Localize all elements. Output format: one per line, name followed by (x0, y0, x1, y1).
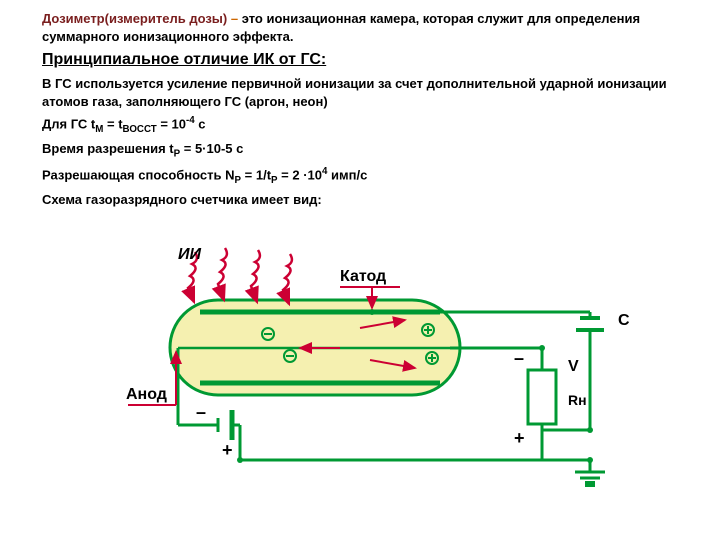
label-anode: Анод (126, 386, 167, 404)
heading-difference: Принципиальное отличие ИК от ГС: (24, 51, 696, 69)
text-content: Дозиметр(измеритель дозы) – это ионизаци… (0, 0, 720, 209)
label-minus1: – (196, 402, 206, 423)
circuit-diagram: ИИ Катод Анод C V Rн – + – + (0, 240, 720, 540)
label-ii: ИИ (178, 246, 201, 264)
para-gc-amplification: В ГС используется усиление первичной ион… (24, 75, 696, 110)
para-resolution-time: Время разрешения tP = 5·10-5 с (24, 140, 696, 161)
label-rn: Rн (568, 392, 587, 408)
label-plus1: + (222, 440, 233, 461)
label-plus2: + (514, 428, 525, 449)
voltmeter-box (528, 370, 556, 424)
battery (218, 410, 232, 440)
para-schema: Схема газоразрядного счетчика имеет вид: (24, 191, 696, 209)
para-resolving-power: Разрешающая способность NP = 1/tP = 2 ·1… (24, 165, 696, 187)
para-dosimeter: Дозиметр(измеритель дозы) – это ионизаци… (24, 10, 696, 45)
term-dosimeter: Дозиметр(измеритель дозы) (42, 11, 227, 26)
radiation-arrows (188, 248, 292, 304)
capacitor (576, 318, 604, 330)
ground (575, 472, 605, 484)
dash: – (227, 11, 241, 26)
para-timing: Для ГС tM = tВОССТ = 10-4 с (24, 114, 696, 136)
label-c: C (618, 312, 630, 330)
label-minus2: – (514, 348, 524, 369)
label-cathode: Катод (340, 268, 386, 286)
label-v: V (568, 358, 579, 376)
